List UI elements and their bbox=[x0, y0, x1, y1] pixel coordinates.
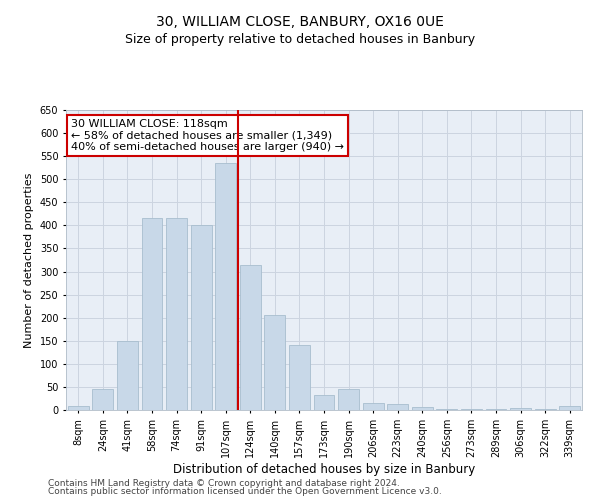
Bar bbox=[240, 264, 261, 410]
Bar bbox=[338, 389, 359, 410]
Bar bbox=[215, 163, 236, 410]
Bar bbox=[314, 395, 334, 410]
Bar bbox=[559, 406, 580, 410]
Text: Size of property relative to detached houses in Banbury: Size of property relative to detached ho… bbox=[125, 32, 475, 46]
Bar bbox=[535, 409, 556, 410]
Bar bbox=[265, 316, 286, 410]
Bar bbox=[436, 408, 457, 410]
X-axis label: Distribution of detached houses by size in Banbury: Distribution of detached houses by size … bbox=[173, 462, 475, 475]
Bar bbox=[92, 389, 113, 410]
Bar bbox=[142, 218, 163, 410]
Text: 30 WILLIAM CLOSE: 118sqm
← 58% of detached houses are smaller (1,349)
40% of sem: 30 WILLIAM CLOSE: 118sqm ← 58% of detach… bbox=[71, 119, 344, 152]
Bar bbox=[485, 409, 506, 410]
Bar bbox=[191, 226, 212, 410]
Text: Contains public sector information licensed under the Open Government Licence v3: Contains public sector information licen… bbox=[48, 487, 442, 496]
Bar bbox=[166, 218, 187, 410]
Bar bbox=[117, 341, 138, 410]
Bar bbox=[289, 346, 310, 410]
Bar bbox=[461, 409, 482, 410]
Bar bbox=[68, 406, 89, 410]
Bar bbox=[510, 408, 531, 410]
Text: 30, WILLIAM CLOSE, BANBURY, OX16 0UE: 30, WILLIAM CLOSE, BANBURY, OX16 0UE bbox=[156, 15, 444, 29]
Bar bbox=[362, 403, 383, 410]
Bar bbox=[412, 407, 433, 410]
Y-axis label: Number of detached properties: Number of detached properties bbox=[24, 172, 34, 348]
Text: Contains HM Land Registry data © Crown copyright and database right 2024.: Contains HM Land Registry data © Crown c… bbox=[48, 478, 400, 488]
Bar bbox=[387, 404, 408, 410]
